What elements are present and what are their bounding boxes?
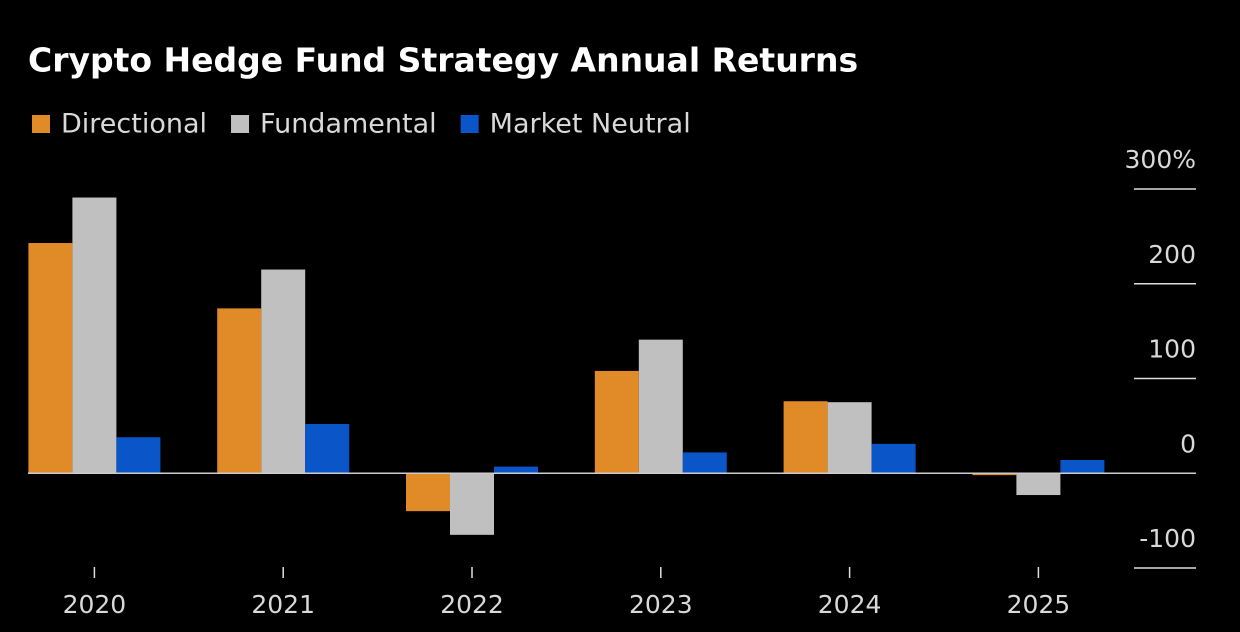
bar bbox=[305, 423, 350, 474]
bar bbox=[72, 197, 117, 474]
x-tick-label: 2020 bbox=[63, 590, 127, 619]
bar bbox=[1016, 473, 1061, 496]
legend-swatch bbox=[32, 115, 50, 133]
x-tick-label: 2022 bbox=[440, 590, 504, 619]
legend-swatch bbox=[460, 115, 479, 133]
bar bbox=[28, 243, 73, 474]
legend-swatch bbox=[231, 115, 250, 133]
x-tick-label: 2021 bbox=[251, 590, 315, 619]
x-tick-label: 2025 bbox=[1007, 590, 1071, 619]
bar bbox=[972, 473, 1017, 476]
y-tick-label: -100 bbox=[1139, 524, 1196, 553]
bar bbox=[116, 437, 161, 474]
bar bbox=[827, 402, 872, 474]
y-tick-label: 200 bbox=[1148, 240, 1196, 269]
x-tick-label: 2023 bbox=[629, 590, 693, 619]
bar bbox=[406, 473, 450, 512]
bar bbox=[682, 452, 727, 474]
bar bbox=[871, 443, 916, 474]
y-tick-label: 100 bbox=[1148, 335, 1196, 364]
bar bbox=[638, 339, 683, 474]
bar bbox=[217, 308, 262, 474]
bar bbox=[783, 401, 828, 474]
y-tick-label: 0 bbox=[1180, 429, 1196, 458]
bar bbox=[450, 473, 494, 535]
chart-title: Crypto Hedge Fund Strategy Annual Return… bbox=[28, 41, 858, 80]
legend-label: Fundamental bbox=[260, 109, 437, 140]
bar bbox=[594, 370, 639, 474]
bar bbox=[261, 269, 306, 474]
x-tick-label: 2024 bbox=[818, 590, 882, 619]
bar bbox=[494, 466, 538, 474]
legend-label: Directional bbox=[61, 109, 207, 140]
legend-label: Market Neutral bbox=[490, 109, 691, 140]
bar bbox=[1060, 459, 1105, 474]
y-tick-label: 300% bbox=[1125, 145, 1196, 174]
